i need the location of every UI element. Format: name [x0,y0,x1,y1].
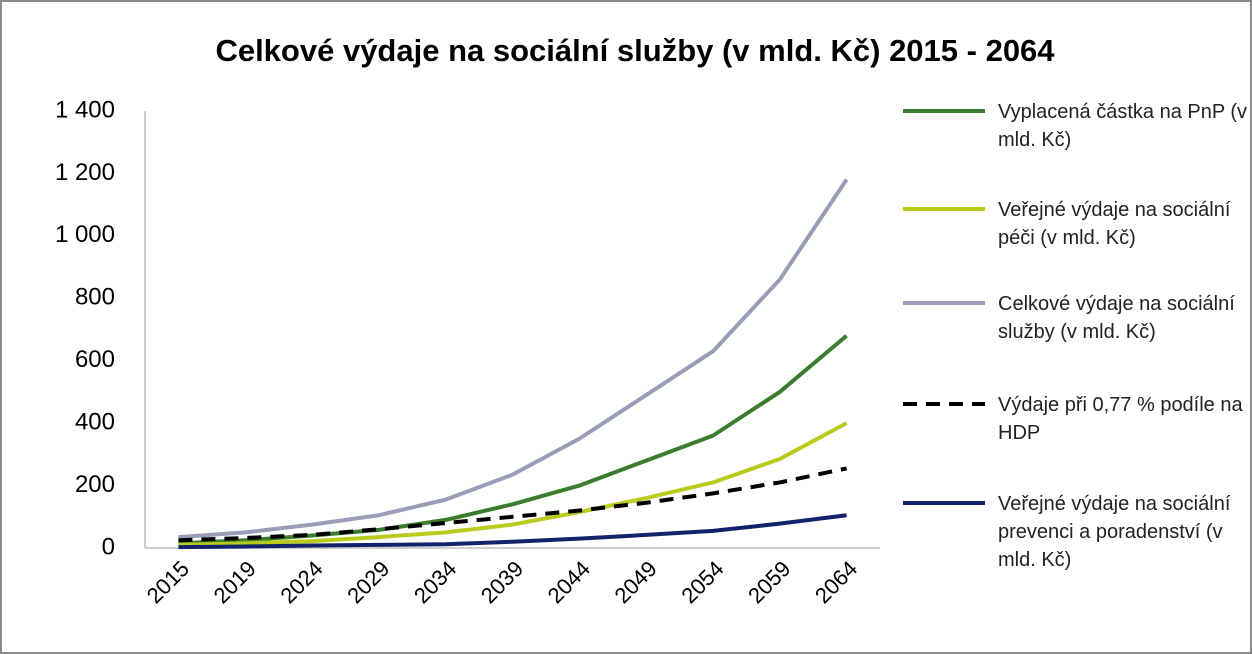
y-tick-label: 0 [102,533,115,560]
y-tick-label: 1 000 [55,221,115,248]
y-tick-label: 1 400 [55,96,115,123]
legend-label: Vyplacená částka na PnP (v mld. Kč) [998,101,1248,151]
series-line [178,513,847,550]
x-tick-label: 2064 [810,556,862,608]
x-tick-label: 2019 [209,556,261,608]
x-tick-label: 2054 [676,556,728,608]
y-tick-label: 1 200 [55,159,115,186]
series-line [178,421,848,547]
legend-label: Veřejné výdaje na sociální prevenci a po… [998,493,1231,571]
x-tick-label: 2024 [275,556,327,608]
series-line [178,334,848,546]
x-tick-label: 2049 [609,556,661,608]
legend-label: Výdaje při 0,77 % podíle na HDP [998,394,1243,444]
x-tick-label: 2044 [543,556,595,608]
x-tick-label: 2029 [342,556,394,608]
series-line [178,466,848,543]
x-tick-label: 2015 [142,556,194,608]
x-tick-label: 2059 [743,556,795,608]
legend-label: Veřejné výdaje na sociální péči (v mld. … [998,199,1231,249]
legend-label: Celkové výdaje na sociální služby (v mld… [998,293,1235,343]
y-tick-label: 400 [75,408,115,435]
y-tick-label: 600 [75,346,115,373]
x-tick-label: 2039 [476,556,528,608]
chart-title: Celkové výdaje na sociální služby (v mld… [215,33,1055,68]
y-tick-label: 200 [75,471,115,498]
series-line [178,178,849,540]
y-tick-label: 800 [75,284,115,311]
x-tick-label: 2034 [409,556,461,608]
